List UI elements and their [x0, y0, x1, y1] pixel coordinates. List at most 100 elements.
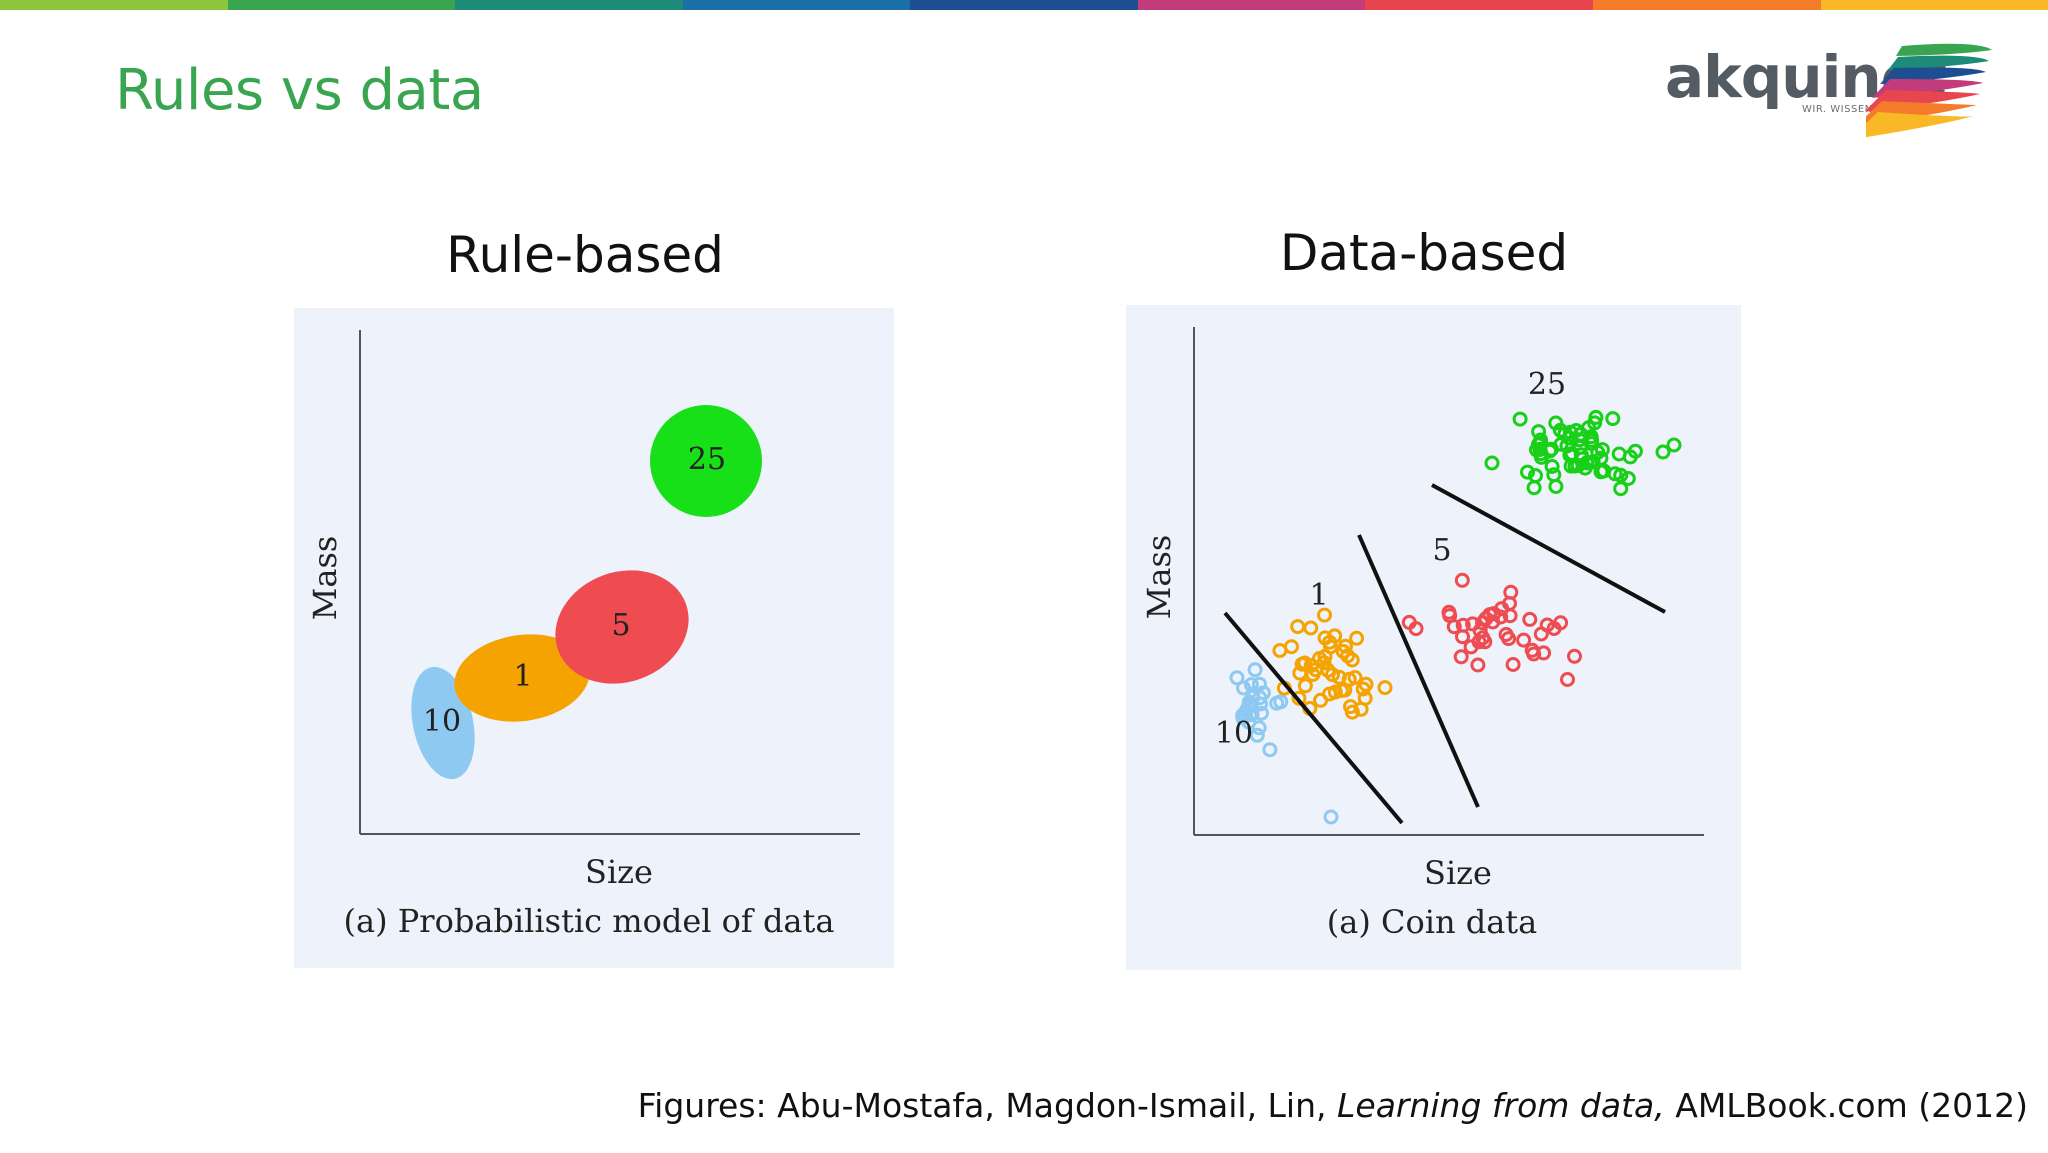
coin-point: [1502, 596, 1517, 611]
swoosh-stripe-1: [1888, 55, 1989, 70]
coin-point: [1484, 455, 1500, 471]
coin-point: [1588, 409, 1604, 425]
coin-point: [1544, 459, 1560, 474]
probabilistic-model-plot: 10 1 5 25 Mass Size (a) Probabilistic mo…: [306, 330, 860, 940]
coin-point: [1247, 662, 1263, 678]
coin-point: [1465, 616, 1481, 632]
boundary-1-5: [1357, 534, 1480, 808]
region-1-label: 1: [513, 659, 532, 694]
coin-point: [1563, 458, 1579, 474]
coin-point: [1327, 628, 1343, 644]
coin-point: [1347, 670, 1363, 685]
coin-point: [1442, 608, 1458, 624]
citation-title: Learning from data,: [1337, 1086, 1665, 1125]
swoosh-stripe-6: [1866, 112, 1974, 138]
data-based-heading: Data-based: [1279, 224, 1569, 282]
cluster-1-label: 1: [1309, 578, 1328, 613]
coin-point: [1269, 695, 1285, 711]
coin-point: [1655, 444, 1671, 460]
color-bar-segment-8: [1820, 0, 2048, 10]
coin-point: [1543, 441, 1559, 457]
coin-point: [1254, 705, 1269, 721]
coin-point: [1313, 692, 1329, 708]
coin-data-plot: 10 1 5 25 Mass Size (a) Coin data: [1140, 327, 1704, 941]
coin-point: [1524, 642, 1540, 658]
coin-point: [1355, 681, 1371, 697]
region-5: [555, 570, 689, 684]
coin-point: [1343, 699, 1358, 715]
coin-point: [1291, 690, 1307, 706]
coin-point: [1317, 648, 1333, 664]
coin-point: [1303, 658, 1319, 673]
coin-point: [1454, 572, 1470, 588]
coin-point: [1290, 619, 1306, 635]
rule-based-heading: Rule-based: [446, 226, 724, 284]
logo-swoosh-icon: [1866, 43, 1992, 138]
coin-point: [1243, 677, 1259, 693]
color-bar-segment-5: [1137, 0, 1366, 10]
coin-point: [1453, 649, 1469, 665]
color-bar-segment-0: [0, 0, 228, 10]
coin-point: [1323, 809, 1339, 825]
coin-point: [1546, 467, 1562, 483]
region-25-label: 25: [688, 442, 726, 477]
coin-point: [1262, 742, 1278, 758]
coin-point: [1613, 467, 1629, 483]
coin-point: [1568, 423, 1584, 438]
coin-point: [1593, 450, 1609, 466]
coin-point: [1559, 438, 1575, 454]
coin-point: [1335, 644, 1351, 659]
coin-point: [1377, 680, 1393, 696]
coin-point: [1552, 422, 1568, 438]
x-axis-label: Size: [585, 853, 653, 891]
coin-point: [1235, 710, 1251, 726]
coin-point: [1583, 436, 1599, 452]
coin-point: [1320, 662, 1336, 678]
coin-data-figure: 10 1 5 25 Mass Size (a) Coin data: [1126, 305, 1741, 970]
coin-point: [1605, 411, 1621, 427]
coin-point: [1236, 680, 1251, 696]
swoosh-stripe-0: [1896, 43, 1992, 56]
x-axis-label: Size: [1424, 854, 1492, 892]
coin-point: [1567, 648, 1582, 664]
y-axis-label: Mass: [306, 536, 344, 621]
coin-point: [1522, 611, 1538, 627]
region-1: [454, 634, 590, 722]
coin-point: [1284, 639, 1299, 655]
coin-point: [1611, 446, 1627, 462]
coin-point: [1252, 676, 1267, 692]
coin-point: [1505, 657, 1521, 672]
citation-prefix: Figures: Abu-Mostafa, Magdon-Ismail, Lin…: [637, 1086, 1337, 1125]
cluster-10-label: 10: [1215, 716, 1253, 751]
coin-point: [1613, 481, 1629, 497]
coin-point: [1553, 615, 1569, 631]
coin-point: [1292, 665, 1308, 681]
citation-suffix: AMLBook.com (2012): [1664, 1086, 2028, 1125]
coin-points: [1229, 409, 1682, 825]
y-axis-label: Mass: [1140, 535, 1178, 620]
coin-point: [1475, 615, 1490, 631]
coin-point: [1516, 632, 1532, 648]
akquinet-logo: akquinet WIR. WISSEN. WIE.: [1660, 34, 2000, 144]
boundary-5-25: [1431, 483, 1666, 614]
coin-point: [1560, 672, 1575, 687]
coin-point: [1297, 678, 1313, 694]
coin-point: [1548, 479, 1564, 494]
slide-title: Rules vs data: [115, 58, 484, 123]
cluster-5-label: 5: [1432, 533, 1451, 568]
coin-point: [1349, 630, 1365, 646]
region-10-label: 10: [423, 704, 461, 739]
logo-tagline: WIR. WISSEN. WIE.: [1802, 104, 1905, 115]
coin-point: [1539, 617, 1555, 633]
color-bar-segment-6: [1365, 0, 1593, 10]
coin-point: [1303, 620, 1319, 636]
coin-point: [1357, 690, 1373, 706]
region-25: [650, 405, 762, 517]
color-bar-segment-4: [910, 0, 1138, 10]
color-bar-segment-2: [455, 0, 683, 10]
coin-point: [1249, 727, 1265, 743]
figure-caption: (a) Probabilistic model of data: [344, 902, 835, 940]
figure-citation: Figures: Abu-Mostafa, Magdon-Ismail, Lin…: [638, 1086, 2028, 1125]
coin-point: [1573, 447, 1589, 463]
coin-point: [1327, 684, 1343, 700]
